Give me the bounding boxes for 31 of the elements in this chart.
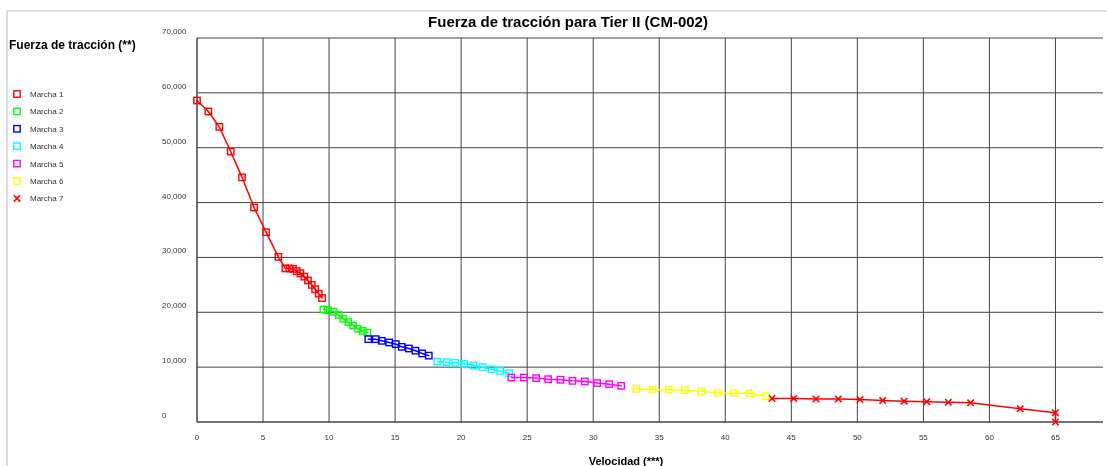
legend-label: Marcha 4 <box>30 142 64 152</box>
y-tick-label: 70,000 <box>162 27 188 36</box>
legend-label: Marcha 3 <box>30 124 64 134</box>
y-tick-label: 0 <box>162 411 167 420</box>
x-tick-label: 60 <box>984 433 995 442</box>
x-tick-label: 25 <box>522 433 533 442</box>
x-tick-label: 65 <box>1051 433 1061 442</box>
x-tick-label: 55 <box>918 433 929 442</box>
legend-label: Marcha 2 <box>30 107 64 117</box>
x-tick-label: 10 <box>324 433 335 442</box>
chart-title: Fuerza de tracción para Tier II (CM-002) <box>428 13 708 30</box>
x-tick-label: 50 <box>852 433 863 442</box>
x-tick-label: 20 <box>456 433 467 442</box>
x-tick-label: 15 <box>390 433 401 442</box>
x-tick-label: 40 <box>720 433 731 442</box>
legend-label: Marcha 1 <box>30 90 64 99</box>
x-tick-label: 5 <box>260 433 266 442</box>
x-tick-label: 30 <box>588 433 599 442</box>
y-tick-label: 20,000 <box>162 301 188 311</box>
y-tick-label: 50,000 <box>162 136 188 146</box>
x-tick-label: 35 <box>654 433 665 442</box>
y-tick-label: 30,000 <box>162 246 188 256</box>
x-tick-label: 0 <box>194 433 200 442</box>
y-tick-label: 40,000 <box>162 191 188 201</box>
legend-label: Marcha 5 <box>30 159 64 169</box>
x-tick-label: 45 <box>786 433 797 442</box>
y-tick-label: 10,000 <box>162 356 188 366</box>
y-tick-label: 60,000 <box>162 81 188 91</box>
legend-label: Marcha 7 <box>30 194 64 204</box>
legend-label: Marcha 6 <box>30 177 64 186</box>
y-axis-title: Fuerza de tracción (**) <box>9 38 136 52</box>
